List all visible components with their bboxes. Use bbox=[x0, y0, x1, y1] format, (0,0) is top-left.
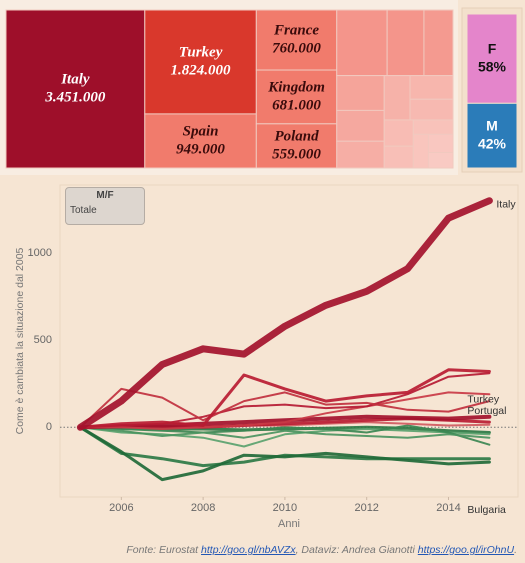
footer: Fonte: Eurostat http://goo.gl/nbAVZx, Da… bbox=[126, 544, 517, 556]
treemap-tile bbox=[383, 145, 414, 169]
gender-value: 42% bbox=[478, 135, 507, 151]
series-label: Portugal bbox=[467, 405, 506, 417]
treemap-tile bbox=[144, 9, 257, 115]
series-label: Bulgaria bbox=[467, 504, 506, 516]
gender-bar bbox=[466, 13, 518, 104]
treemap-tile bbox=[409, 75, 454, 100]
tile-name: France bbox=[273, 22, 319, 38]
series-line bbox=[78, 425, 491, 468]
tile-name: Italy bbox=[60, 71, 90, 87]
x-tick-label: 2008 bbox=[191, 502, 215, 514]
x-tick-label: 2010 bbox=[273, 502, 297, 514]
treemap-tile bbox=[336, 109, 385, 142]
series-line bbox=[78, 368, 491, 429]
gender-label: M bbox=[486, 117, 498, 133]
filter-title: M/F bbox=[96, 190, 114, 201]
footer-text: , Dataviz: Andrea Gianotti bbox=[295, 544, 418, 556]
y-tick-label: 1000 bbox=[28, 247, 52, 259]
treemap-tile bbox=[427, 133, 454, 153]
tile-name: Kingdom bbox=[267, 79, 325, 95]
series-line bbox=[78, 414, 492, 430]
series-line bbox=[79, 424, 491, 446]
gender-value: 58% bbox=[478, 58, 507, 74]
x-tick-label: 2012 bbox=[354, 502, 378, 514]
tile-value: 3.451.000 bbox=[44, 89, 106, 105]
y-axis-title: Come è cambiata la situazione dal 2005 bbox=[14, 247, 26, 434]
gender-bar bbox=[466, 102, 518, 169]
treemap-tile bbox=[423, 9, 454, 77]
plot-frame bbox=[59, 184, 519, 498]
source-link[interactable]: http://goo.gl/nbAVZx bbox=[201, 544, 296, 556]
treemap-tile bbox=[144, 113, 257, 169]
treemap-tile bbox=[336, 9, 388, 77]
author-link[interactable]: https://goo.gl/irOhnU bbox=[417, 544, 515, 556]
tile-name: Turkey bbox=[179, 44, 223, 60]
filter-box[interactable]: M/F Totale bbox=[65, 187, 145, 225]
gender-label: F bbox=[488, 40, 497, 56]
treemap-tile bbox=[383, 119, 414, 147]
filter-value: Totale bbox=[70, 205, 97, 216]
tile-value: 760.000 bbox=[272, 40, 321, 56]
series-line bbox=[76, 197, 493, 431]
treemap-tile bbox=[412, 119, 454, 135]
tile-value: 1.824.000 bbox=[171, 62, 232, 78]
x-tick-label: 2014 bbox=[436, 502, 460, 514]
series-line bbox=[79, 426, 491, 439]
treemap-tile bbox=[336, 75, 385, 111]
tile-value: 681.000 bbox=[272, 97, 321, 113]
treemap-tile bbox=[412, 133, 429, 169]
series-line bbox=[79, 387, 491, 429]
series-label: Italy bbox=[496, 198, 516, 210]
y-tick-label: 500 bbox=[34, 334, 52, 346]
treemap-tile bbox=[383, 75, 411, 121]
footer-text: Fonte: Eurostat bbox=[126, 544, 202, 556]
tile-name: Spain bbox=[183, 123, 219, 139]
treemap-tile bbox=[336, 140, 385, 169]
tile-value: 949.000 bbox=[176, 141, 225, 157]
series-line bbox=[79, 391, 491, 430]
treemap-tile bbox=[5, 9, 146, 169]
series-line bbox=[79, 372, 491, 429]
treemap-tile bbox=[386, 9, 425, 77]
x-tick-label: 2006 bbox=[109, 502, 133, 514]
tile-name: Poland bbox=[274, 128, 319, 144]
x-axis-title: Anni bbox=[278, 518, 300, 530]
treemap-tile bbox=[427, 151, 454, 169]
y-tick-label: 0 bbox=[46, 421, 52, 433]
series-label: Turkey bbox=[467, 393, 499, 405]
tile-value: 559.000 bbox=[272, 146, 321, 162]
treemap-tile bbox=[409, 98, 454, 121]
series-line bbox=[78, 425, 491, 482]
footer-text: . bbox=[514, 544, 517, 556]
